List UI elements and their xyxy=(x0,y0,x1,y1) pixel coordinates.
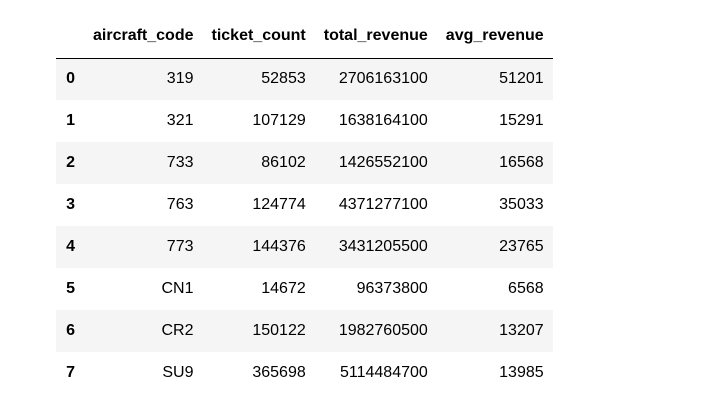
table-row: 0 319 52853 2706163100 51201 xyxy=(56,58,553,100)
table-row: 6 CR2 150122 1982760500 13207 xyxy=(56,310,553,352)
cell-avg-revenue: 13207 xyxy=(499,322,544,339)
table-row: 4 773 144376 3431205500 23765 xyxy=(56,226,553,268)
column-header-total-revenue: total_revenue xyxy=(314,14,437,59)
cell-avg-revenue: 15291 xyxy=(499,112,544,129)
cell-ticket-count: 150122 xyxy=(252,322,306,339)
cell-aircraft-code: SU9 xyxy=(162,364,194,381)
cell-total-revenue: 1426552100 xyxy=(338,154,428,171)
cell-avg-revenue: 13985 xyxy=(499,364,544,381)
table-row: 7 SU9 365698 5114484700 13985 xyxy=(56,352,553,394)
cell-aircraft-code: 773 xyxy=(166,238,194,255)
row-index: 1 xyxy=(66,112,75,129)
cell-total-revenue: 2706163100 xyxy=(338,70,428,88)
row-index: 0 xyxy=(66,70,75,88)
column-header-aircraft-code: aircraft_code xyxy=(84,14,203,59)
cell-ticket-count: 107129 xyxy=(252,112,306,129)
cell-total-revenue: 1982760500 xyxy=(338,322,428,339)
dataframe-table: aircraft_code ticket_count total_revenue… xyxy=(56,14,553,394)
cell-total-revenue: 5114484700 xyxy=(340,364,428,381)
cell-ticket-count: 14672 xyxy=(261,280,306,297)
cell-aircraft-code: CR2 xyxy=(161,322,194,339)
cell-avg-revenue: 16568 xyxy=(499,154,544,171)
index-header xyxy=(56,14,84,59)
table-row: 3 763 124774 4371277100 35033 xyxy=(56,184,553,226)
cell-aircraft-code: 321 xyxy=(166,112,194,129)
cell-total-revenue: 4371277100 xyxy=(338,196,428,213)
cell-avg-revenue: 23765 xyxy=(499,238,544,255)
row-index: 4 xyxy=(66,238,75,255)
row-index: 7 xyxy=(66,364,75,381)
column-header-avg-revenue: avg_revenue xyxy=(436,14,553,59)
cell-ticket-count: 124774 xyxy=(252,196,306,213)
cell-aircraft-code: 319 xyxy=(166,70,194,88)
cell-total-revenue: 1638164100 xyxy=(338,112,428,129)
cell-total-revenue: 96373800 xyxy=(356,280,428,297)
cell-ticket-count: 144376 xyxy=(252,238,306,255)
cell-ticket-count: 52853 xyxy=(261,70,306,88)
table-row: 5 CN1 14672 96373800 6568 xyxy=(56,268,553,310)
cell-ticket-count: 365698 xyxy=(252,364,306,381)
table-body: 0 319 52853 2706163100 51201 1 321 10712… xyxy=(56,58,553,394)
table-row: 1 321 107129 1638164100 15291 xyxy=(56,100,553,142)
column-header-ticket-count: ticket_count xyxy=(202,14,315,59)
row-index: 6 xyxy=(66,322,75,339)
cell-avg-revenue: 35033 xyxy=(499,196,544,213)
cell-aircraft-code: 733 xyxy=(166,154,194,171)
row-index: 3 xyxy=(66,196,75,213)
header-row: aircraft_code ticket_count total_revenue… xyxy=(56,14,553,59)
cell-aircraft-code: CN1 xyxy=(161,280,194,297)
cell-aircraft-code: 763 xyxy=(166,196,194,213)
cell-total-revenue: 3431205500 xyxy=(338,238,428,255)
cell-avg-revenue: 6568 xyxy=(508,280,544,297)
row-index: 5 xyxy=(66,280,75,297)
table-header: aircraft_code ticket_count total_revenue… xyxy=(56,14,553,59)
cell-ticket-count: 86102 xyxy=(261,154,306,171)
table-row: 2 733 86102 1426552100 16568 xyxy=(56,142,553,184)
row-index: 2 xyxy=(66,154,75,171)
cell-avg-revenue: 51201 xyxy=(499,70,544,88)
